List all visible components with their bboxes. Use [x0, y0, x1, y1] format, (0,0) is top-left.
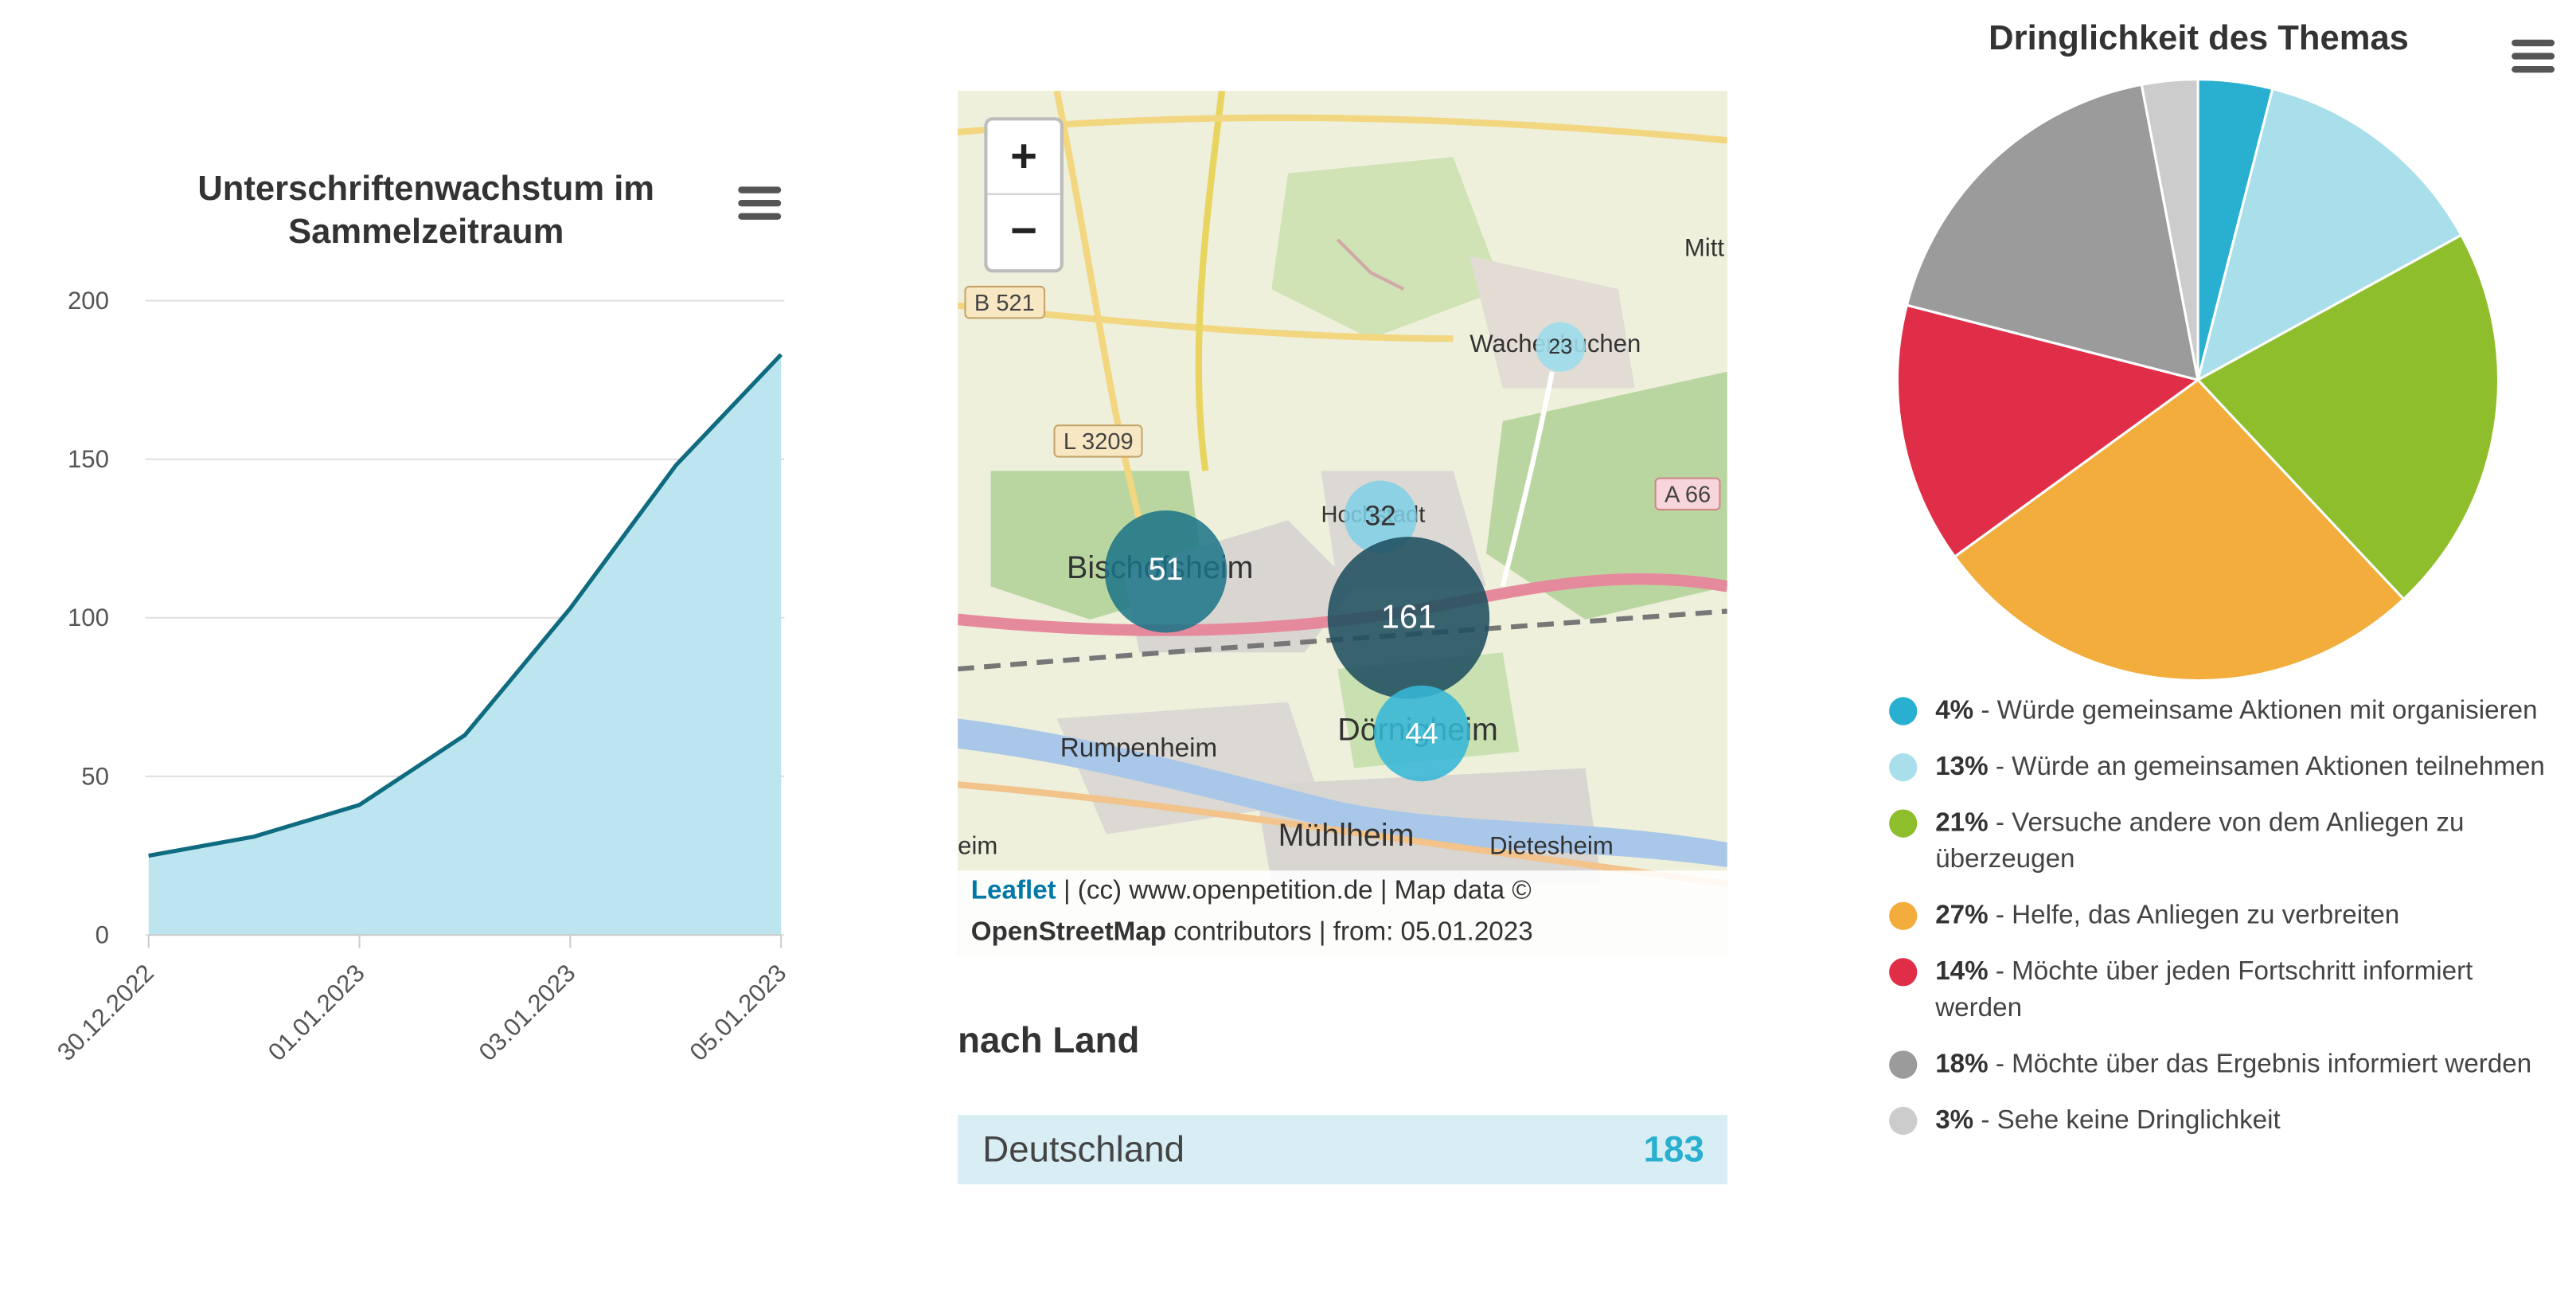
legend-percent: 13% — [1935, 753, 1988, 781]
signature-growth-chart: Unterschriftenwachstum im Sammelzeitraum… — [0, 0, 825, 1298]
cluster-marker[interactable]: 51 — [1105, 510, 1228, 633]
legend-percent: 14% — [1935, 958, 1988, 986]
legend-percent: 18% — [1935, 1050, 1988, 1078]
x-tick-label: 03.01.2023 — [474, 959, 581, 1066]
zoom-control: + − — [984, 117, 1064, 272]
legend-color-dot — [1889, 1107, 1917, 1135]
legend-color-dot — [1889, 809, 1917, 837]
legend-item[interactable]: 14% - Möchte über jeden Fortschritt info… — [1889, 955, 2550, 1027]
cluster-marker[interactable]: 44 — [1374, 686, 1469, 781]
legend-color-dot — [1889, 697, 1917, 725]
x-tick-label: 05.01.2023 — [685, 959, 792, 1066]
legend-label: - Würde an gemeinsamen Aktionen teilnehm… — [1989, 753, 2545, 781]
line-chart-plot: 0 50 100 150 200 30.12.2022 01.01.2023 03.01.20… — [0, 0, 825, 1298]
zoom-in-button[interactable]: + — [987, 120, 1060, 194]
legend-label: - Helfe, das Anliegen zu verbreiten — [1989, 902, 2400, 930]
y-tick-label: 200 — [68, 287, 109, 315]
legend-item[interactable]: 13% - Würde an gemeinsamen Aktionen teil… — [1889, 750, 2550, 787]
y-tick-label: 100 — [68, 604, 109, 631]
road-label: B 521 — [964, 286, 1044, 319]
cluster-marker[interactable]: 161 — [1328, 537, 1489, 698]
signature-map[interactable]: + − B 521 L 3209 A 66 Wachenbuchen Mitt … — [958, 91, 1727, 956]
cluster-marker[interactable]: 23 — [1536, 323, 1585, 372]
legend-percent: 3% — [1935, 1107, 1973, 1135]
y-tick-label: 150 — [68, 445, 109, 473]
pie-legend: 4% - Würde gemeinsame Aktionen mit organ… — [1889, 694, 2550, 1159]
legend-label: - Würde gemeinsame Aktionen mit organisi… — [1973, 697, 2537, 725]
legend-label: - Möchte über das Ergebnis informiert we… — [1989, 1050, 2532, 1078]
legend-item[interactable]: 4% - Würde gemeinsame Aktionen mit organ… — [1889, 694, 2550, 730]
legend-label: - Sehe keine Dringlichkeit — [1973, 1107, 2281, 1135]
x-tick-label: 01.01.2023 — [263, 959, 370, 1066]
y-tick-label: 0 — [96, 921, 109, 948]
attribution-text: contributors | from: 05.01.2023 — [1166, 918, 1533, 946]
osm-link[interactable]: OpenStreetMap — [971, 918, 1166, 946]
legend-color-dot — [1889, 753, 1917, 781]
urgency-pie-chart: Dringlichkeit des Themas 4% - Würde geme… — [1817, 0, 2576, 1298]
legend-color-dot — [1889, 902, 1917, 930]
place-label: Mitt — [1684, 235, 1724, 263]
map-attribution: Leaflet | (cc) www.openpetition.de | Map… — [958, 870, 1727, 956]
place-label: Rumpenheim — [1060, 735, 1217, 764]
legend-item[interactable]: 18% - Möchte über das Ergebnis informier… — [1889, 1047, 2550, 1084]
place-label: Mühlheim — [1278, 819, 1415, 856]
by-country-heading: nach Land — [958, 1019, 1139, 1062]
country-row: Deutschland 183 — [958, 1115, 1727, 1184]
place-label: eim — [958, 832, 997, 860]
road-label: L 3209 — [1053, 424, 1143, 457]
legend-item[interactable]: 27% - Helfe, das Anliegen zu verbreiten — [1889, 898, 2550, 935]
y-tick-label: 50 — [81, 762, 109, 790]
x-tick-label: 30.12.2022 — [52, 959, 159, 1066]
legend-percent: 27% — [1935, 902, 1988, 930]
leaflet-link[interactable]: Leaflet — [971, 878, 1056, 905]
legend-color-dot — [1889, 1050, 1917, 1078]
legend-percent: 4% — [1935, 697, 1973, 725]
country-name: Deutschland — [982, 1128, 1185, 1171]
area-fill — [149, 354, 781, 935]
legend-percent: 21% — [1935, 809, 1988, 837]
country-count: 183 — [1644, 1128, 1704, 1171]
legend-color-dot — [1889, 958, 1917, 986]
place-label: Dietesheim — [1489, 832, 1614, 860]
zoom-out-button[interactable]: − — [987, 195, 1060, 268]
legend-item[interactable]: 21% - Versuche andere von dem Anliegen z… — [1889, 806, 2550, 878]
legend-label: - Möchte über jeden Fortschritt informie… — [1935, 958, 2473, 1022]
legend-item[interactable]: 3% - Sehe keine Dringlichkeit — [1889, 1104, 2550, 1140]
attribution-text: | (cc) www.openpetition.de | Map data © — [1056, 878, 1532, 905]
legend-label: - Versuche andere von dem Anliegen zu üb… — [1935, 809, 2464, 874]
pie-chart-plot — [1817, 0, 2576, 694]
road-label: A 66 — [1655, 478, 1721, 510]
